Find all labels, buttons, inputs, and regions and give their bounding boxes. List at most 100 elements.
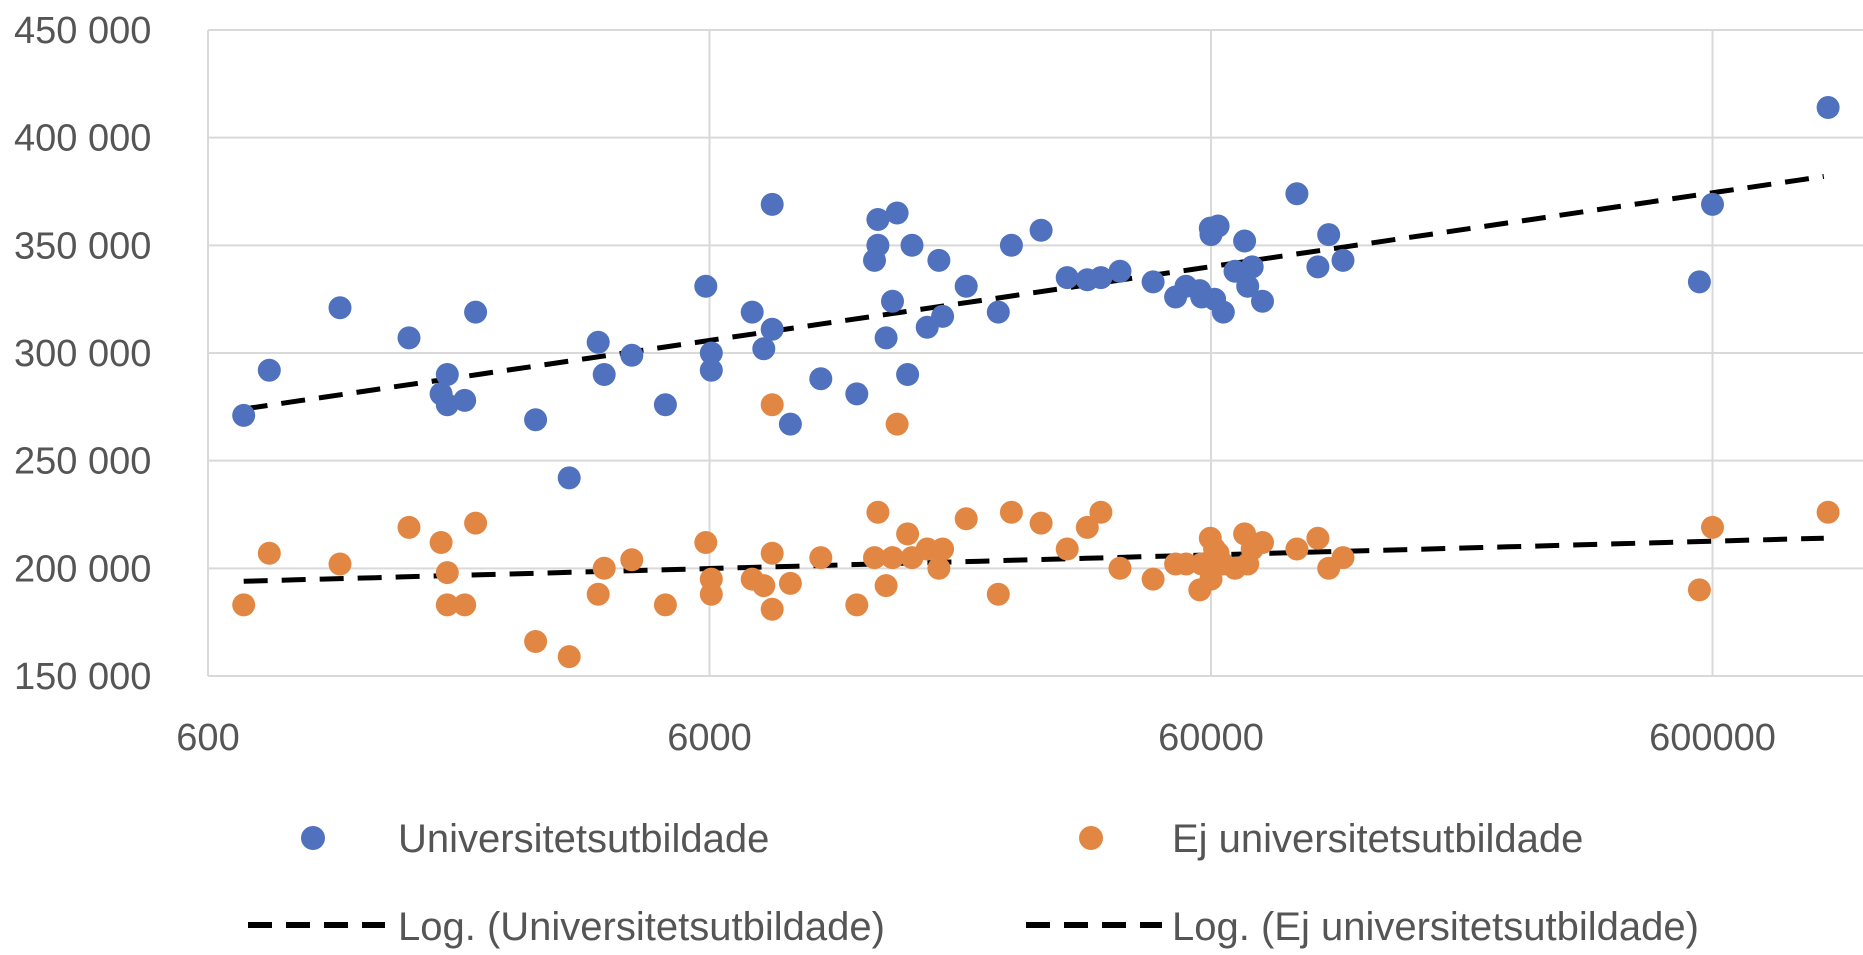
data-point-university	[866, 233, 890, 257]
data-point-university	[1285, 182, 1309, 206]
data-point-university	[1687, 270, 1711, 294]
data-point-university	[694, 274, 718, 298]
legend-item-university: Universitetsutbildade	[301, 817, 769, 861]
data-point-university	[524, 408, 548, 432]
legend-item-trend-university: Log. (Universitetsutbildade)	[248, 905, 885, 949]
data-point-non-university	[752, 574, 776, 598]
data-point-university	[1816, 96, 1840, 119]
data-point-non-university	[397, 515, 421, 539]
data-point-non-university	[1075, 515, 1099, 539]
data-point-non-university	[1331, 546, 1355, 570]
data-point-non-university	[1701, 515, 1724, 539]
y-tick-label: 450 000	[14, 10, 151, 52]
x-tick-label: 600000	[1649, 717, 1776, 759]
data-point-non-university	[557, 645, 581, 669]
data-point-university	[653, 393, 677, 417]
data-point-university	[464, 300, 488, 324]
trendlines	[243, 173, 1825, 584]
data-point-university	[885, 201, 909, 225]
data-point-non-university	[760, 541, 784, 565]
data-point-non-university	[986, 582, 1010, 606]
data-point-university	[1317, 223, 1341, 247]
data-point-university	[760, 317, 784, 341]
data-point-university	[592, 363, 616, 386]
data-point-university	[760, 192, 784, 216]
y-tick-label: 350 000	[14, 225, 151, 267]
data-point-university	[866, 208, 890, 231]
data-point-non-university	[863, 546, 886, 570]
data-point-non-university	[760, 393, 784, 417]
data-point-non-university	[809, 546, 833, 570]
data-point-non-university	[232, 593, 256, 617]
data-point-non-university	[931, 537, 955, 561]
data-point-university	[699, 358, 723, 382]
data-point-non-university	[927, 556, 951, 580]
data-point-non-university	[1306, 526, 1330, 550]
data-point-university	[586, 330, 610, 354]
trendline-university	[243, 173, 1825, 412]
data-point-non-university	[429, 531, 453, 554]
data-point-non-university	[435, 593, 459, 617]
data-points	[232, 96, 1840, 669]
data-point-university	[1029, 218, 1053, 242]
data-point-non-university	[328, 552, 352, 576]
data-point-non-university	[653, 593, 677, 617]
data-point-non-university	[453, 593, 477, 617]
y-tick-label: 400 000	[14, 118, 151, 160]
data-point-non-university	[778, 571, 802, 595]
data-point-university	[1141, 270, 1165, 294]
data-point-university	[1108, 259, 1132, 283]
data-point-non-university	[1141, 567, 1165, 591]
data-point-non-university	[885, 412, 909, 436]
axes: 150 000 200 000 250 000 300 000 350 000 400 0…	[14, 10, 1776, 759]
data-point-university	[1701, 192, 1724, 216]
legend-label-non-university: Ej universitetsutbildade	[1172, 817, 1583, 861]
data-point-university	[699, 341, 723, 365]
data-point-non-university	[257, 541, 281, 565]
x-tick-label: 60000	[1158, 717, 1264, 759]
data-point-university	[1306, 255, 1330, 279]
data-point-university	[927, 248, 951, 272]
data-point-university	[809, 367, 833, 391]
data-point-university	[232, 403, 256, 427]
data-point-university	[1089, 266, 1113, 290]
legend-item-trend-non-university: Log. (Ej universitetsutbildade)	[1026, 905, 1699, 949]
data-point-non-university	[896, 522, 920, 546]
data-point-non-university	[620, 548, 644, 572]
y-tick-label: 300 000	[14, 333, 151, 375]
data-point-university	[954, 274, 978, 298]
data-point-non-university	[1108, 556, 1132, 580]
data-point-non-university	[1687, 578, 1711, 602]
data-point-university	[900, 233, 924, 257]
data-point-university	[1240, 255, 1264, 279]
data-point-non-university	[464, 511, 488, 535]
data-point-university	[986, 300, 1010, 324]
data-point-university	[778, 412, 802, 436]
data-point-non-university	[586, 582, 610, 606]
data-point-non-university	[694, 531, 718, 554]
data-point-university	[453, 388, 477, 412]
data-point-university	[1211, 300, 1235, 324]
data-point-non-university	[954, 507, 978, 531]
data-point-non-university	[881, 546, 904, 570]
y-tick-label: 150 000	[14, 656, 151, 698]
legend-item-non-university: Ej universitetsutbildade	[1079, 817, 1583, 861]
data-point-university	[620, 343, 644, 367]
data-point-non-university	[699, 582, 723, 606]
data-point-university	[1055, 266, 1079, 290]
legend-marker-non-university	[1079, 826, 1103, 850]
data-point-university	[328, 296, 352, 320]
data-point-non-university	[435, 561, 459, 585]
data-point-non-university	[999, 500, 1023, 524]
data-point-university	[1233, 229, 1257, 253]
data-point-university	[557, 466, 581, 490]
grid	[207, 29, 1863, 677]
data-point-non-university	[1089, 500, 1113, 524]
data-point-non-university	[1055, 537, 1079, 561]
data-point-university	[257, 358, 281, 382]
data-point-university	[740, 300, 764, 324]
data-point-university	[1251, 289, 1274, 313]
x-tick-label: 600	[176, 717, 239, 759]
